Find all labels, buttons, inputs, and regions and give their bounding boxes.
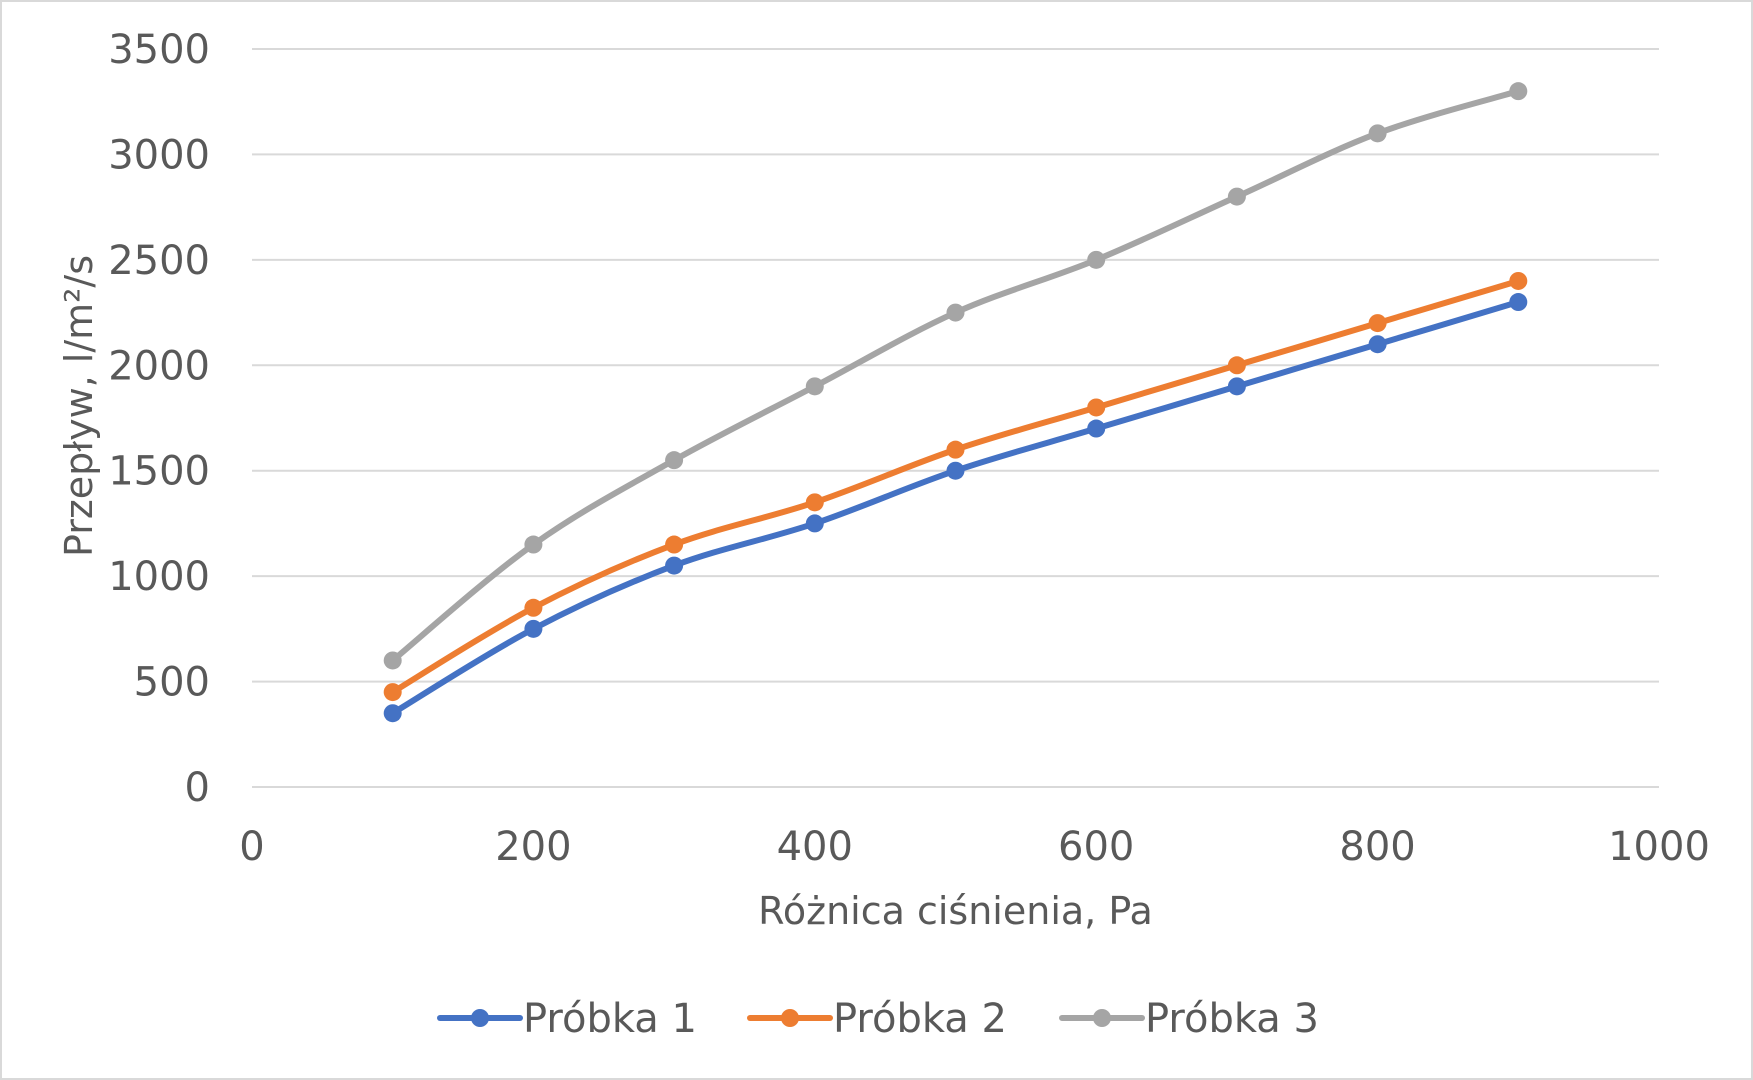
x-tick-label: 0 bbox=[239, 824, 264, 870]
legend: Próbka 1 Próbka 2 Próbka 3 bbox=[437, 996, 1319, 1042]
series-line bbox=[389, 277, 1522, 696]
y-tick-label: 1000 bbox=[108, 554, 210, 600]
series-1 bbox=[383, 293, 1528, 723]
data-point bbox=[1227, 377, 1246, 396]
data-point bbox=[524, 619, 543, 638]
data-point bbox=[665, 535, 684, 554]
y-tick-label: 1500 bbox=[108, 449, 210, 495]
data-point bbox=[524, 535, 543, 554]
data-point bbox=[1087, 419, 1106, 438]
x-axis-title: Różnica ciśnienia, Pa bbox=[758, 889, 1153, 933]
x-tick-label: 200 bbox=[495, 824, 571, 870]
data-point bbox=[383, 651, 402, 670]
data-point bbox=[805, 377, 824, 396]
x-axis-tick-labels: 0 200 400 600 800 1000 bbox=[239, 824, 1710, 870]
legend-label: Próbka 1 bbox=[523, 996, 697, 1042]
series-line bbox=[389, 299, 1522, 717]
series-2 bbox=[383, 271, 1528, 702]
legend-item: Próbka 1 bbox=[437, 996, 697, 1042]
y-tick-label: 0 bbox=[185, 765, 210, 811]
legend-swatch-marker bbox=[781, 1009, 799, 1027]
x-tick-label: 600 bbox=[1058, 824, 1134, 870]
data-point bbox=[946, 440, 965, 459]
data-point bbox=[1509, 82, 1528, 101]
x-tick-label: 800 bbox=[1339, 824, 1415, 870]
y-axis-title: Przepływ, l/m²/s bbox=[57, 255, 101, 557]
data-point bbox=[1509, 293, 1528, 312]
data-point bbox=[805, 514, 824, 533]
legend-item: Próbka 3 bbox=[1059, 996, 1319, 1042]
data-point bbox=[383, 704, 402, 723]
data-point bbox=[665, 556, 684, 575]
data-point bbox=[805, 493, 824, 512]
y-axis-tick-labels: 0 500 1000 1500 2000 2500 3000 3500 bbox=[108, 27, 210, 811]
x-tick-label: 1000 bbox=[1608, 824, 1710, 870]
data-point bbox=[665, 451, 684, 470]
data-point bbox=[1368, 335, 1387, 354]
y-tick-label: 3500 bbox=[108, 27, 210, 73]
data-point bbox=[946, 303, 965, 322]
data-point bbox=[1368, 124, 1387, 143]
legend-swatch-marker bbox=[1093, 1009, 1111, 1027]
data-point bbox=[1087, 250, 1106, 269]
x-tick-label: 400 bbox=[777, 824, 853, 870]
y-tick-label: 500 bbox=[134, 660, 210, 706]
series-3 bbox=[383, 82, 1528, 670]
series-line bbox=[389, 88, 1522, 664]
data-point bbox=[1509, 271, 1528, 290]
legend-item: Próbka 2 bbox=[747, 996, 1007, 1042]
legend-swatch-marker bbox=[471, 1009, 489, 1027]
gridlines bbox=[252, 48, 1659, 788]
data-point bbox=[383, 683, 402, 702]
y-tick-label: 3000 bbox=[108, 132, 210, 178]
data-point bbox=[524, 598, 543, 617]
data-point bbox=[1368, 314, 1387, 333]
y-tick-label: 2000 bbox=[108, 343, 210, 389]
legend-label: Próbka 3 bbox=[1145, 996, 1319, 1042]
legend-label: Próbka 2 bbox=[833, 996, 1007, 1042]
data-point bbox=[1227, 356, 1246, 375]
data-point bbox=[1227, 187, 1246, 206]
data-point bbox=[1087, 398, 1106, 417]
y-tick-label: 2500 bbox=[108, 238, 210, 284]
data-point bbox=[946, 461, 965, 480]
series-lines bbox=[383, 82, 1528, 723]
